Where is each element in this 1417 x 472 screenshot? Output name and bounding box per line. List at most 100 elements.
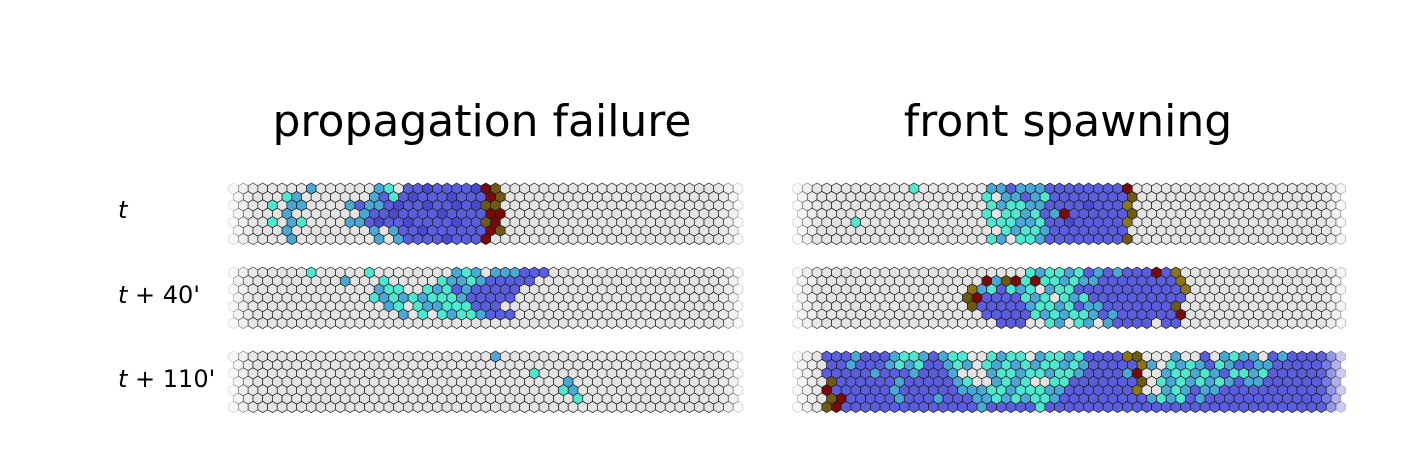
hex-cell: [364, 232, 375, 246]
hex-cell: [713, 232, 724, 246]
hex-cell: [1015, 400, 1026, 414]
hex-cell: [461, 316, 472, 330]
hex-cell: [519, 232, 530, 246]
hex-cell: [674, 232, 685, 246]
hex-cell: [383, 400, 394, 414]
hex-cell: [821, 232, 832, 246]
hex-cell: [645, 232, 656, 246]
hex-cell: [470, 316, 482, 330]
hex-cell: [850, 232, 862, 246]
hex-cell: [276, 400, 288, 414]
hex-cell: [538, 400, 550, 414]
hex-cell: [889, 232, 900, 246]
hex-cell: [802, 232, 813, 246]
hex-cell: [257, 232, 268, 246]
panel-failure-t: [228, 182, 744, 246]
hex-cell: [1054, 316, 1065, 330]
hex-cell: [451, 400, 462, 414]
hex-cell: [402, 400, 414, 414]
hex-cell: [228, 400, 239, 414]
hex-cell: [296, 232, 307, 246]
hex-cell: [1335, 300, 1346, 313]
hex-cell: [422, 232, 433, 246]
hex-cell: [1325, 232, 1337, 246]
hex-cell: [684, 400, 695, 414]
hex-cell: [257, 316, 268, 330]
hex-cell: [616, 316, 627, 330]
hex-cell: [470, 400, 482, 414]
hex-cell: [1335, 367, 1346, 380]
hex-cell: [693, 316, 705, 330]
hex-cell: [412, 400, 424, 414]
hex-cell: [879, 400, 891, 414]
hex-cell: [1122, 316, 1133, 330]
hex-cell: [364, 316, 375, 330]
hex-cell: [732, 300, 744, 313]
hex-cell: [344, 232, 356, 246]
hex-cell: [558, 316, 569, 330]
hex-cell: [947, 316, 958, 330]
hex-cell: [1335, 232, 1346, 246]
hex-cell: [296, 400, 307, 414]
hex-cell: [626, 400, 637, 414]
hex-cell: [869, 232, 881, 246]
hex-cell: [267, 232, 278, 246]
hex-cell: [228, 316, 239, 330]
hex-cell: [529, 316, 540, 330]
hex-cell: [1296, 400, 1308, 414]
hex-cell: [499, 400, 511, 414]
hex-cell: [713, 316, 724, 330]
hex-cell: [335, 316, 346, 330]
hex-cell: [1267, 400, 1279, 414]
hex-cell: [451, 232, 462, 246]
hex-cell: [373, 316, 385, 330]
hex-cell: [1063, 316, 1075, 330]
hex-cell: [811, 232, 823, 246]
hex-cell: [548, 400, 559, 414]
hex-cell: [1083, 232, 1094, 246]
hex-cell: [1151, 400, 1162, 414]
panel-spawning-t40: [792, 266, 1346, 330]
hex-cell: [1044, 400, 1055, 414]
hex-cell: [587, 232, 598, 246]
row-label-t-plus-110: t + 110': [118, 364, 215, 394]
hex-cell: [1151, 232, 1162, 246]
panel-spawning-t110: [792, 350, 1346, 414]
hex-cell: [1306, 232, 1317, 246]
hex-cell: [529, 232, 540, 246]
hex-cell: [713, 400, 724, 414]
hex-cell: [879, 232, 891, 246]
hex-cell: [577, 232, 588, 246]
hex-cell: [674, 400, 685, 414]
hex-cell: [393, 400, 404, 414]
hex-cell: [1122, 400, 1133, 414]
hex-cell: [860, 400, 871, 414]
hex-cell: [470, 232, 482, 246]
hex-cell: [364, 400, 375, 414]
hex-cell: [1122, 232, 1133, 246]
hex-cell: [1025, 400, 1036, 414]
hex-cell: [1015, 316, 1026, 330]
hex-cell: [1277, 400, 1288, 414]
panel-failure-t40: [228, 266, 744, 330]
hex-cell: [432, 316, 443, 330]
hex-cell: [529, 400, 540, 414]
hex-cell: [519, 316, 530, 330]
hex-cell: [1160, 316, 1172, 330]
hex-cell: [1228, 400, 1240, 414]
hex-cell: [267, 316, 278, 330]
hex-cell: [587, 400, 598, 414]
hex-cell: [645, 400, 656, 414]
hex-cell: [451, 316, 462, 330]
hex-cell: [286, 400, 297, 414]
hex-cell: [684, 232, 695, 246]
hex-cell: [1335, 266, 1346, 279]
hex-cell: [1287, 316, 1298, 330]
hex-cell: [831, 400, 842, 414]
hex-cell: [354, 400, 365, 414]
hex-cell: [1199, 400, 1211, 414]
hex-cell: [937, 316, 949, 330]
hex-cell: [548, 316, 559, 330]
hex-cell: [918, 316, 929, 330]
hex-cell: [247, 400, 259, 414]
